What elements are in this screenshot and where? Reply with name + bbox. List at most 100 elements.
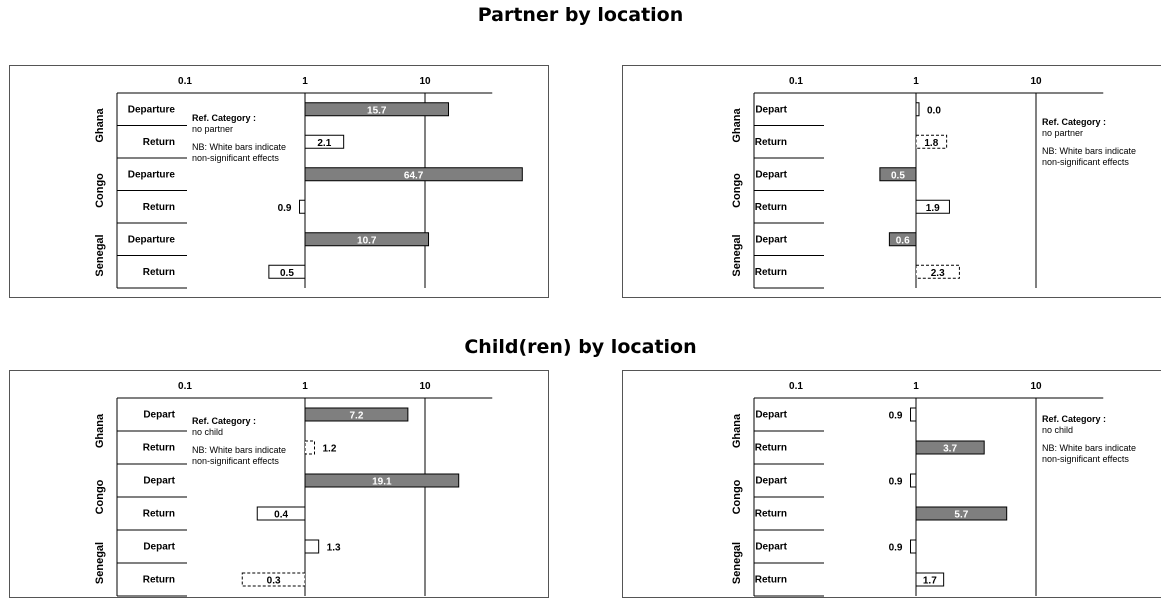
note-line-2: non-significant effects	[192, 153, 279, 163]
value-label: 2.1	[317, 138, 331, 149]
ref-category-value: no child	[1042, 425, 1073, 435]
bar	[915, 506, 1008, 521]
value-label: 0.6	[896, 235, 910, 246]
chart-frame	[9, 370, 549, 598]
value-label: 0.9	[889, 543, 903, 554]
row-label: Depart	[755, 169, 787, 180]
ref-category-title: Ref. Category :	[192, 416, 256, 426]
chart-svg: 0.1 1 10 Ghana Congo Senegal Departure 15.7 Retu…	[9, 65, 549, 298]
bar	[304, 102, 450, 117]
row-label: Depart	[755, 410, 787, 421]
note-line-2: non-significant effects	[1042, 454, 1129, 464]
group-label: Congo	[94, 173, 106, 208]
bar	[304, 167, 523, 182]
note-line-1: NB: White bars indicate	[1042, 443, 1136, 453]
bar	[304, 407, 409, 422]
value-label: 0.0	[927, 105, 941, 116]
bar	[910, 473, 917, 488]
group-label: Senegal	[94, 234, 106, 276]
value-label: 1.8	[924, 138, 938, 149]
x-tick-label: 0.1	[178, 76, 192, 87]
x-tick-label: 1	[302, 76, 308, 87]
row-label: Return	[143, 575, 175, 586]
x-tick-label: 0.1	[789, 381, 803, 392]
children-section-title: Child(ren) by location	[464, 336, 697, 358]
ref-category-value: no partner	[192, 124, 233, 134]
chart-frame	[622, 370, 1161, 598]
children-chart-left: 0.1 1 10 Ghana Congo Senegal Depart 7.2 Return 1.…	[9, 370, 549, 598]
note-line-2: non-significant effects	[1042, 157, 1129, 167]
partner-chart-right: 0.1 1 10 Ghana Congo Senegal Depart 0.0 Return 1.…	[622, 65, 1161, 298]
bar	[304, 473, 460, 488]
row-label: Return	[143, 267, 175, 278]
group-label: Congo	[731, 479, 743, 514]
partner-section-title: Partner by location	[477, 4, 684, 26]
bar	[304, 440, 316, 455]
value-label: 0.9	[278, 203, 292, 214]
row-label: Return	[143, 137, 175, 148]
group-label: Senegal	[731, 542, 743, 584]
row-label: Depart	[755, 104, 787, 115]
value-label: 19.1	[372, 477, 392, 488]
note-line-1: NB: White bars indicate	[192, 142, 286, 152]
row-label: Depart	[143, 542, 175, 553]
value-label: 1.3	[327, 543, 341, 554]
row-label: Departure	[128, 169, 176, 180]
ref-category-title: Ref. Category :	[192, 113, 256, 123]
value-label: 1.7	[923, 576, 937, 587]
value-label: 64.7	[404, 170, 424, 181]
value-label: 3.7	[943, 444, 957, 455]
x-tick-label: 1	[302, 381, 308, 392]
bar	[915, 572, 945, 587]
row-label: Return	[755, 202, 787, 213]
row-label: Depart	[755, 476, 787, 487]
group-label: Senegal	[731, 234, 743, 276]
bar	[910, 539, 917, 554]
bar	[879, 167, 917, 182]
bar	[915, 264, 960, 279]
row-label: Return	[755, 137, 787, 148]
row-label: Return	[755, 443, 787, 454]
bar	[915, 134, 948, 149]
x-tick-label: 10	[419, 381, 431, 392]
bar	[915, 102, 920, 117]
value-label: 5.7	[954, 510, 968, 521]
x-tick-label: 10	[1030, 381, 1042, 392]
row-label: Depart	[143, 410, 175, 421]
value-label: 15.7	[367, 105, 387, 116]
x-tick-label: 10	[419, 76, 431, 87]
value-label: 2.3	[931, 268, 945, 279]
bar	[268, 264, 306, 279]
row-label: Depart	[755, 234, 787, 245]
group-label: Ghana	[94, 108, 106, 143]
group-label: Ghana	[94, 413, 106, 448]
bar	[304, 134, 345, 149]
chart-svg: 0.1 1 10 Ghana Congo Senegal Depart 0.0 Return 1.…	[622, 65, 1161, 298]
value-label: 1.2	[323, 444, 337, 455]
row-label: Return	[143, 202, 175, 213]
bar	[299, 199, 306, 214]
children-chart-right: 0.1 1 10 Ghana Congo Senegal Depart 0.9 Return 3.…	[622, 370, 1161, 598]
group-label: Ghana	[731, 108, 743, 143]
bar	[256, 506, 306, 521]
value-label: 0.3	[267, 576, 281, 587]
note-line-1: NB: White bars indicate	[1042, 146, 1136, 156]
row-label: Departure	[128, 104, 176, 115]
value-label: 7.2	[349, 411, 363, 422]
chart-frame	[9, 65, 549, 298]
row-label: Return	[143, 509, 175, 520]
row-label: Return	[755, 509, 787, 520]
bar	[304, 232, 430, 247]
chart-svg: 0.1 1 10 Ghana Congo Senegal Depart 0.9 Return 3.…	[622, 370, 1161, 598]
bar	[888, 232, 917, 247]
value-label: 0.4	[274, 510, 288, 521]
partner-chart-left: 0.1 1 10 Ghana Congo Senegal Departure 15.7 Retu…	[9, 65, 549, 298]
ref-category-title: Ref. Category :	[1042, 414, 1106, 424]
note-line-2: non-significant effects	[192, 456, 279, 466]
group-label: Congo	[731, 173, 743, 208]
x-tick-label: 1	[913, 76, 919, 87]
x-tick-label: 0.1	[178, 381, 192, 392]
row-label: Depart	[755, 542, 787, 553]
bar	[910, 407, 917, 422]
x-tick-label: 10	[1030, 76, 1042, 87]
